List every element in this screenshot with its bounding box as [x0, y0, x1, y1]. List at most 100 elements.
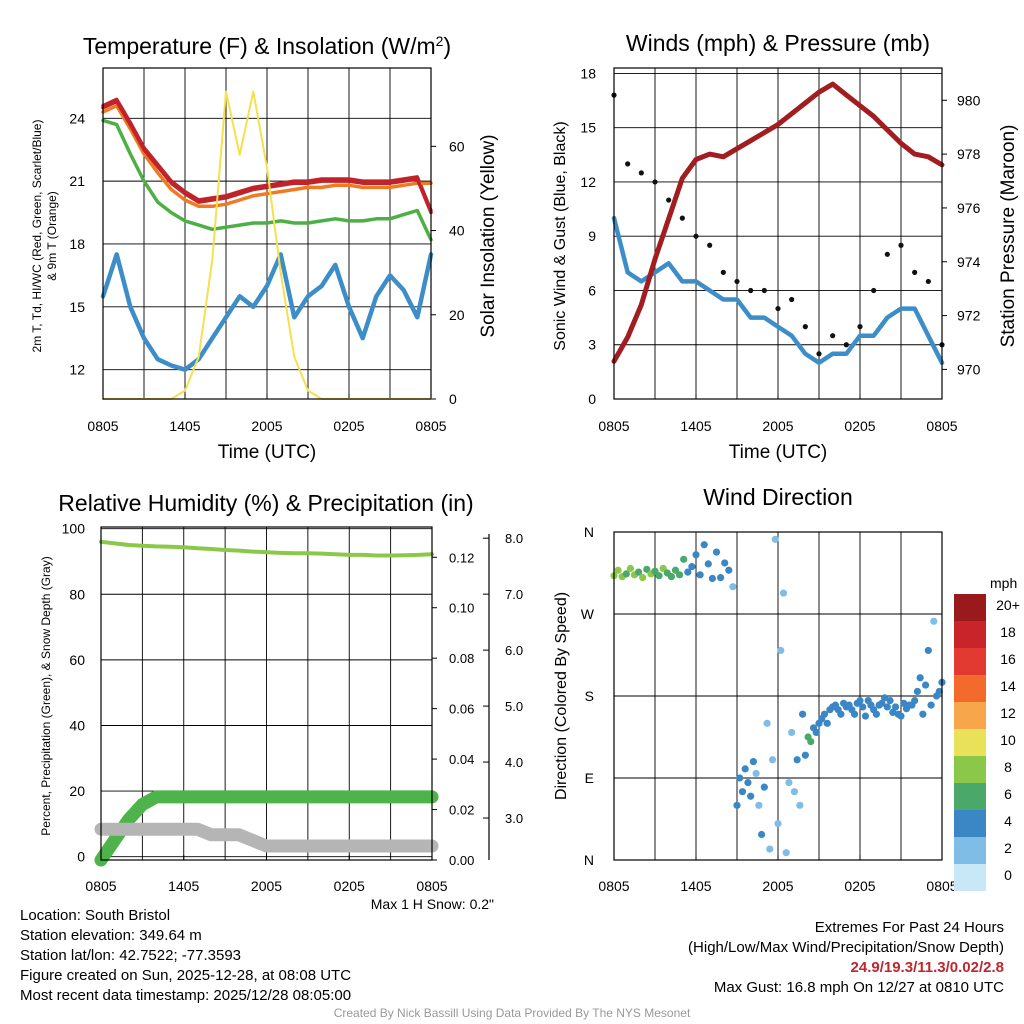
colorbar-swatch [954, 594, 986, 621]
colorbar-swatch [954, 810, 986, 837]
extremes-title: Extremes For Past 24 Hours [814, 919, 1004, 936]
winds-gust-point [898, 242, 904, 248]
colorbar-label: 18 [1000, 624, 1016, 640]
direction-x-tick-label: 2005 [762, 878, 793, 894]
precip-axis-tick-label: 0.12 [449, 550, 474, 565]
humidity-series-relative-humidity [99, 539, 434, 558]
colorbar-swatch [954, 702, 986, 729]
direction-title: Wind Direction [703, 484, 853, 510]
humidity-x-tick-label: 0805 [416, 878, 447, 894]
colorbar-swatch [954, 837, 986, 864]
recent-timestamp: Most recent data timestamp: 2025/12/28 0… [20, 987, 352, 1004]
winds-gust-point [802, 324, 808, 330]
direction-point [768, 756, 777, 764]
winds-y-tick-label: 18 [580, 65, 596, 81]
direction-point [684, 568, 692, 576]
direction-frame [613, 531, 943, 861]
temperature-y2-tick-label: 20 [449, 307, 465, 323]
temperature-y-label-line2: & 9m T (Orange) [45, 191, 59, 281]
direction-point [900, 699, 908, 707]
direction-point [692, 551, 700, 559]
temperature-y-tick-label: 18 [69, 236, 85, 252]
direction-point [812, 728, 820, 737]
winds-y-tick-label: 15 [580, 120, 596, 136]
direction-point [919, 710, 927, 718]
winds-gust-point [843, 342, 849, 348]
direction-point [729, 583, 737, 591]
temperature-x-tick-label: 2005 [251, 418, 282, 434]
winds-gust-point [734, 278, 740, 285]
direction-point [872, 710, 881, 718]
colorbar-label: 0 [1004, 867, 1012, 883]
winds-y2-tick-label: 970 [957, 361, 981, 377]
direction-point [736, 774, 744, 782]
direction-point [708, 574, 717, 583]
direction-point [622, 570, 630, 578]
temperature-series-dew-point [101, 118, 433, 242]
winds-gust-point [830, 333, 836, 339]
station-location: Location: South Bristol [20, 907, 171, 924]
temperature-x-tick-label: 0205 [333, 418, 364, 434]
colorbar-swatch [954, 864, 986, 891]
direction-point [799, 710, 807, 718]
winds-gust-point [707, 242, 713, 248]
direction-point [881, 694, 889, 702]
direction-point [725, 566, 733, 574]
direction-point [883, 703, 891, 711]
direction-y-tick-label: E [585, 770, 594, 786]
humidity-y-tick-label: 40 [69, 717, 85, 733]
colorbar-swatch [954, 783, 986, 810]
winds-series-sonic-wind [611, 215, 945, 366]
direction-point [749, 758, 758, 766]
direction-point [801, 751, 809, 759]
precip-axis-tick-label: 0.08 [449, 651, 474, 666]
winds-x-tick-label: 0805 [598, 418, 629, 434]
colorbar-label: 8 [1004, 759, 1012, 775]
colorbar-swatch [954, 675, 986, 702]
winds-y2-tick-label: 980 [957, 92, 981, 108]
winds-y2-tick-label: 972 [957, 308, 981, 324]
direction-point [886, 696, 894, 705]
direction-point [782, 849, 790, 857]
direction-point [752, 769, 760, 778]
direction-point [766, 845, 774, 853]
station-elevation: Station elevation: 349.64 m [20, 927, 202, 944]
extremes-values: 24.9/19.3/11.3/0.02/2.8 [850, 959, 1004, 976]
direction-point [700, 541, 708, 549]
direction-point [676, 571, 684, 579]
direction-point [793, 756, 801, 764]
humidity-y-tick-label: 0 [77, 849, 85, 865]
direction-point [924, 646, 932, 655]
direction-point [856, 696, 864, 705]
winds-gust-point [625, 161, 631, 167]
temperature-y2-label: Solar Insolation (Yellow) [478, 134, 499, 337]
winds-gust-point [652, 179, 658, 185]
winds-y2-tick-label: 974 [957, 254, 981, 270]
temperature-title-sup: 2 [436, 33, 444, 49]
winds-gust-point [775, 305, 781, 312]
direction-point [771, 535, 779, 543]
direction-x-tick-label: 1405 [680, 878, 711, 894]
colorbar-swatch [954, 648, 986, 675]
temperature-y-tick-label: 24 [69, 110, 85, 126]
direction-point [889, 708, 897, 717]
temperature-x-tick-label: 1405 [169, 418, 200, 434]
humidity-title: Relative Humidity (%) & Precipitation (i… [58, 490, 473, 516]
winds-gust-point [789, 296, 795, 303]
direction-point [755, 801, 763, 809]
direction-point [760, 783, 768, 791]
direction-x-tick-label: 0205 [844, 878, 875, 894]
winds-gust-point [638, 170, 644, 176]
winds-gust-point [871, 287, 877, 294]
snow-axis-tick-label: 8.0 [505, 531, 523, 546]
direction-x-tick-label: 0805 [926, 878, 957, 894]
temperature-y2-tick-label: 40 [449, 223, 465, 239]
direction-point [796, 801, 804, 809]
humidity-series-snow-depth [94, 822, 439, 853]
winds-frame [613, 67, 943, 400]
winds-series-station-pressure [611, 81, 945, 364]
winds-gust-point [816, 351, 822, 357]
direction-point [741, 765, 749, 773]
temperature-y-tick-label: 21 [69, 173, 85, 189]
